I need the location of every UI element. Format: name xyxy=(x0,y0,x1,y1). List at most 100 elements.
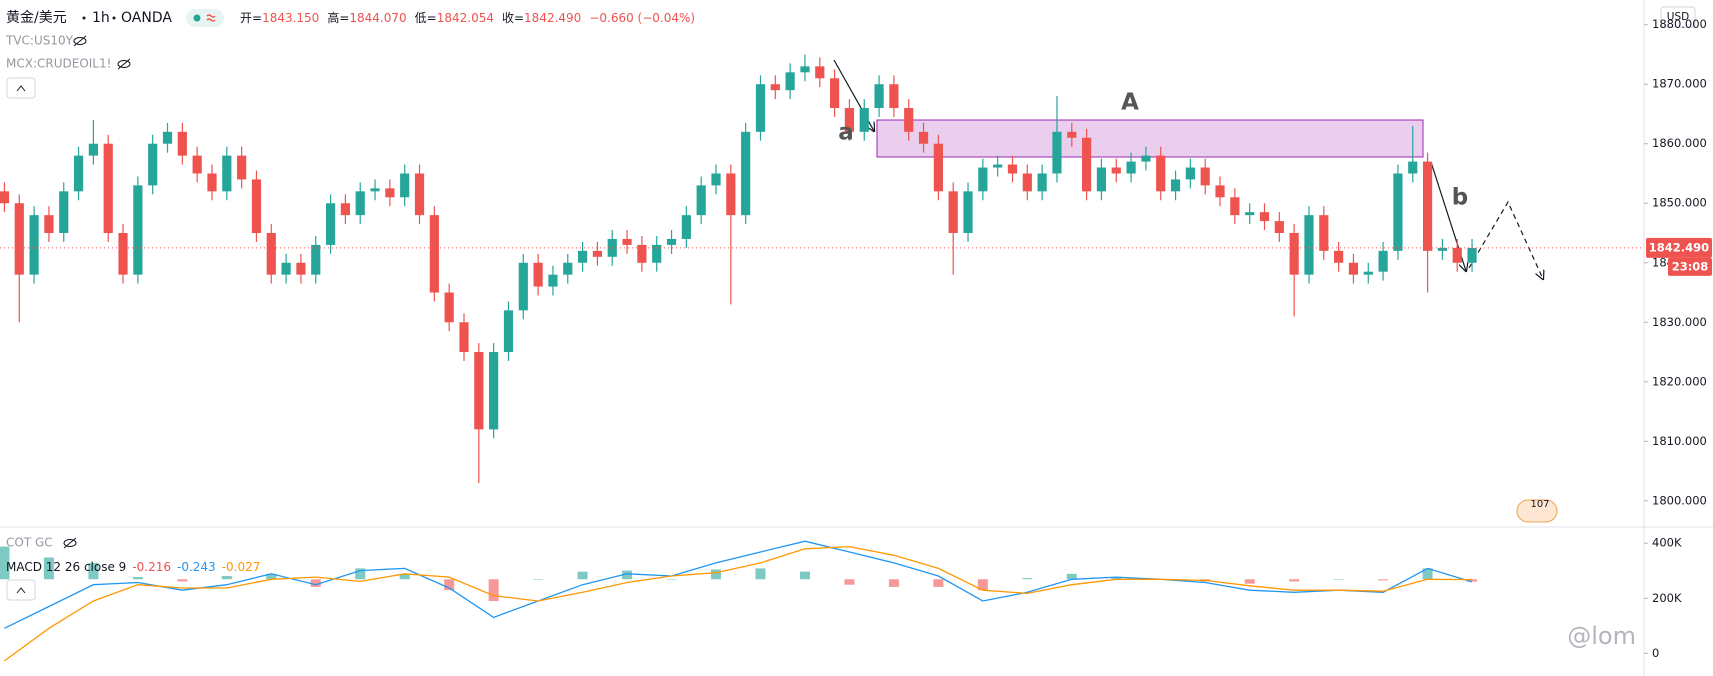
collapse-icon xyxy=(16,85,26,92)
legend-value: -0.216 xyxy=(132,560,171,574)
y-tick-label: 1810.000 xyxy=(1652,434,1707,448)
interval: 1h xyxy=(92,10,110,26)
histogram-bar xyxy=(844,579,855,585)
histogram-bar xyxy=(1244,579,1255,584)
candle-body xyxy=(592,250,603,257)
candle-body xyxy=(933,143,943,192)
histogram-bar xyxy=(399,573,410,580)
candle-body xyxy=(1200,167,1210,186)
hide-icon[interactable] xyxy=(73,35,87,47)
candle-body xyxy=(1467,247,1477,263)
ohlc-label: 收= xyxy=(502,11,524,25)
candle-body xyxy=(237,155,247,180)
countdown: 23:08 xyxy=(1672,259,1709,273)
candle-body xyxy=(0,191,10,204)
candle-body xyxy=(1022,173,1032,192)
candle-body xyxy=(1126,161,1136,174)
candle-body xyxy=(1422,161,1433,251)
y-tick-label: 1820.000 xyxy=(1652,374,1707,388)
ohlc-legend: 开=1843.150 高=1844.070 低=1842.054 收=1842.490… xyxy=(240,10,695,25)
candle-body xyxy=(652,244,662,263)
candle-body xyxy=(844,108,855,132)
candle-body xyxy=(622,238,632,245)
candle-body xyxy=(948,191,958,233)
candle-body xyxy=(1245,212,1255,216)
candle-body xyxy=(1096,167,1107,192)
candle-body xyxy=(577,250,588,263)
status-icon xyxy=(206,14,216,22)
separator-dot xyxy=(112,16,116,20)
y-tick-label: 1870.000 xyxy=(1652,77,1707,91)
candle-body xyxy=(266,232,276,275)
histogram-bar xyxy=(132,577,143,580)
candle-body xyxy=(1170,179,1181,192)
histogram-bar xyxy=(355,568,366,580)
candle-body xyxy=(1452,247,1462,263)
candle-body xyxy=(73,155,84,192)
badge[interactable] xyxy=(1516,499,1558,523)
candle-body xyxy=(696,185,706,216)
candle-body xyxy=(993,164,1003,168)
currency-box[interactable] xyxy=(1660,6,1696,28)
histogram-bar xyxy=(1422,568,1433,580)
candle-body xyxy=(1259,212,1270,222)
candle-body xyxy=(1363,271,1373,275)
candle-body xyxy=(563,262,573,275)
hide-icon[interactable] xyxy=(63,537,77,549)
y-tick-label: 1800.000 xyxy=(1652,493,1707,507)
histogram-bar xyxy=(43,557,54,580)
zone-rectangle xyxy=(876,119,1424,158)
candle-body xyxy=(1037,173,1047,192)
legend-value: -0.243 xyxy=(177,560,216,574)
candle-body xyxy=(1230,197,1240,216)
candle-body xyxy=(711,173,721,186)
candle-body xyxy=(1052,131,1062,174)
histogram-bar xyxy=(977,579,988,591)
candle-body xyxy=(1289,232,1299,275)
candle-body xyxy=(29,215,39,275)
candle-body xyxy=(830,78,840,109)
status-pill[interactable] xyxy=(186,9,224,27)
candle-body xyxy=(1348,262,1359,275)
collapse-button[interactable] xyxy=(6,579,36,601)
ohlc-value: 1842.490 xyxy=(524,11,581,25)
y2-tick-label: 200K xyxy=(1652,591,1682,605)
candle-body xyxy=(400,173,410,198)
candle-body xyxy=(1141,155,1151,162)
candle-body xyxy=(666,238,677,245)
candle-body xyxy=(192,155,202,174)
status-dot xyxy=(193,14,201,22)
hide-icon[interactable] xyxy=(117,58,131,70)
candle-body xyxy=(1007,164,1018,174)
histogram-bar xyxy=(1378,579,1389,581)
collapse-icon xyxy=(16,587,26,594)
histogram-bar xyxy=(755,568,766,580)
y-tick-label: 1830.000 xyxy=(1652,315,1707,329)
candle-body xyxy=(978,167,988,192)
candle-body xyxy=(59,191,69,233)
candle-body xyxy=(533,262,543,287)
candle-body xyxy=(815,66,825,79)
macd-pane xyxy=(0,540,1478,662)
candle-body xyxy=(874,84,884,109)
candle-body xyxy=(548,274,558,287)
candle-body xyxy=(44,215,54,233)
candle-body xyxy=(1319,215,1329,251)
overlay-label: TVC:US10Y xyxy=(5,34,74,48)
candle-body xyxy=(414,173,425,216)
indicator-title: MACD 12 26 close 9 xyxy=(6,560,126,574)
change: −0.660 (−0.04%) xyxy=(589,11,695,25)
candle-body xyxy=(1111,167,1121,174)
collapse-button[interactable] xyxy=(6,77,36,99)
candle-body xyxy=(459,322,469,353)
candle-body xyxy=(741,131,751,216)
macd-legend: MACD 12 26 close 9 -0.216 -0.243 -0.027 xyxy=(6,560,260,574)
candle-body xyxy=(474,352,484,430)
histogram-bar xyxy=(88,562,99,580)
candle-body xyxy=(133,185,143,275)
ohlc-label: 开= xyxy=(240,11,262,25)
candle-body xyxy=(444,292,454,323)
y-tick-label: 1850.000 xyxy=(1652,196,1707,210)
histogram-bar xyxy=(666,579,677,580)
